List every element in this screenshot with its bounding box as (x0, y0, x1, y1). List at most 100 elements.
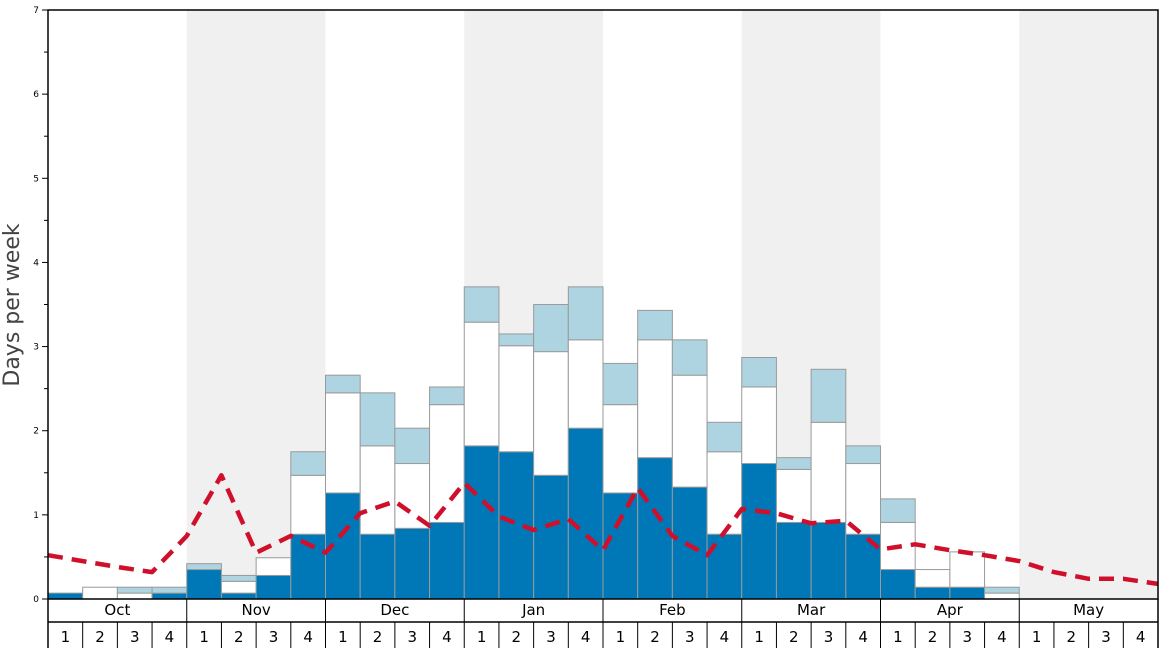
week-label: 1 (893, 628, 903, 646)
week-label: 3 (546, 628, 556, 646)
trend-line (47, 473, 1159, 587)
month-label-oct: Oct (104, 601, 130, 619)
bar-week-7-series-2 (255, 557, 292, 576)
month-label-jan: Jan (521, 601, 545, 619)
bar-week-21-series-3 (741, 357, 777, 388)
y-tick-label: 0 (33, 595, 39, 605)
trend-line-group (47, 473, 1159, 587)
bar-week-20-series-2 (706, 451, 743, 535)
week-label: 3 (269, 628, 279, 646)
month-label-mar: Mar (797, 601, 826, 619)
week-label: 2 (650, 628, 660, 646)
bar-week-9-series-2 (325, 392, 361, 494)
bar-week-23-series-2 (810, 421, 847, 523)
bar-week-5-series-1 (186, 569, 222, 600)
week-label: 1 (338, 628, 348, 646)
week-label: 3 (962, 628, 972, 646)
week-label: 3 (824, 628, 834, 646)
bar-week-16-series-2 (567, 339, 604, 429)
week-label: 2 (789, 628, 799, 646)
week-label: 4 (1136, 628, 1146, 646)
month-label-feb: Feb (659, 601, 686, 619)
bar-week-18-series-2 (637, 339, 673, 459)
bar-week-16-series-3 (567, 286, 604, 341)
bar-week-25-series-3 (880, 498, 916, 523)
week-label: 4 (165, 628, 175, 646)
month-label-apr: Apr (937, 601, 964, 619)
week-label: 2 (512, 628, 522, 646)
bar-week-22-series-3 (775, 457, 812, 470)
week-label: 3 (130, 628, 140, 646)
bar-week-11-series-3 (394, 427, 431, 465)
week-label: 1 (61, 628, 71, 646)
y-tick-label: 2 (33, 427, 39, 437)
bar-week-13-series-2 (463, 321, 500, 447)
bar-week-17-series-3 (602, 362, 639, 406)
bar-week-6-series-3 (220, 574, 257, 582)
bar-week-9-series-3 (325, 374, 361, 394)
bar-week-3-series-2 (116, 592, 153, 600)
week-label: 2 (234, 628, 244, 646)
week-label: 1 (199, 628, 209, 646)
bar-week-17-series-1 (602, 492, 639, 600)
bar-week-26-series-1 (914, 586, 951, 600)
bar-week-24-series-3 (845, 445, 881, 465)
week-label: 1 (1032, 628, 1042, 646)
bar-week-28-series-2 (984, 592, 1020, 600)
bar-week-16-series-1 (567, 427, 604, 600)
bar-week-14-series-2 (498, 345, 535, 453)
week-label: 2 (1067, 628, 1077, 646)
bar-week-12-series-2 (429, 404, 465, 523)
bar-week-13-series-3 (463, 286, 500, 323)
bar-week-10-series-1 (359, 533, 396, 600)
bar-week-17-series-2 (602, 404, 639, 494)
week-label: 1 (754, 628, 764, 646)
bar-week-18-series-3 (637, 309, 673, 341)
bar-week-2-series-2 (82, 586, 118, 600)
x-axis: Oct Nov Dec Jan Feb Mar Apr May 1 2 3 4 1 2 3 4 1 2 3 4 1 2 3 4… (61, 601, 1146, 646)
bar-week-21-series-1 (741, 463, 777, 600)
bars-group (47, 286, 1020, 600)
bar-week-23-series-3 (810, 368, 847, 423)
y-axis: 0 1 2 3 4 5 6 7 (33, 6, 48, 605)
bar-week-6-series-1 (220, 592, 257, 600)
week-label: 4 (720, 628, 730, 646)
bar-week-27-series-1 (949, 586, 986, 600)
bar-week-22-series-1 (775, 521, 812, 600)
bar-week-8-series-2 (290, 474, 326, 535)
week-label: 1 (616, 628, 626, 646)
week-label: 3 (685, 628, 695, 646)
month-band-may (1019, 10, 1158, 599)
y-tick-label: 6 (33, 90, 39, 100)
bar-week-20-series-1 (706, 533, 743, 600)
week-label: 1 (477, 628, 487, 646)
week-label: 4 (303, 628, 313, 646)
bar-week-10-series-2 (359, 445, 396, 535)
week-label: 4 (581, 628, 591, 646)
y-tick-label: 7 (33, 6, 39, 16)
bar-week-26-series-2 (914, 569, 951, 588)
bar-week-19-series-3 (671, 339, 708, 376)
month-label-dec: Dec (380, 601, 409, 619)
y-tick-label: 4 (33, 258, 39, 268)
bar-week-11-series-1 (394, 527, 431, 600)
bar-week-14-series-3 (498, 333, 535, 347)
bar-week-24-series-2 (845, 463, 881, 535)
month-band-oct (48, 10, 187, 599)
week-label: 4 (442, 628, 452, 646)
month-label-nov: Nov (241, 601, 270, 619)
week-label: 4 (858, 628, 868, 646)
bar-week-15-series-2 (533, 351, 569, 476)
y-axis-label: Days per week (0, 223, 25, 386)
bar-week-25-series-1 (880, 569, 916, 600)
bar-week-6-series-2 (220, 580, 257, 594)
week-label: 3 (1101, 628, 1111, 646)
bar-week-10-series-3 (359, 392, 396, 447)
month-label-may: May (1073, 601, 1104, 619)
bar-week-18-series-1 (637, 457, 673, 600)
bar-week-4-series-1 (151, 592, 188, 600)
bar-week-19-series-2 (671, 374, 708, 488)
bar-week-27-series-2 (949, 551, 986, 588)
bar-week-4-series-3 (151, 586, 188, 594)
